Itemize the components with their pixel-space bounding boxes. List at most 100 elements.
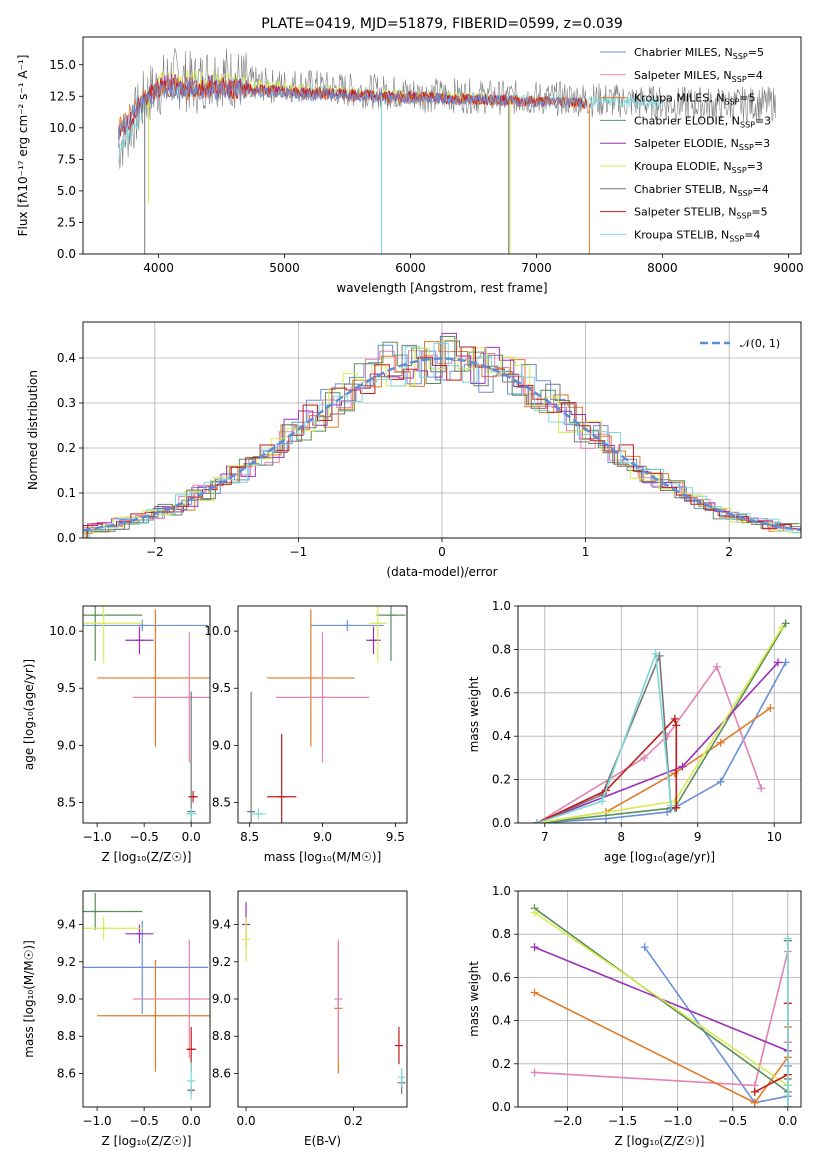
x-tick-label: 9000 xyxy=(773,261,804,275)
x-tick-label: −0.5 xyxy=(718,1114,747,1128)
legend-sub: SSP xyxy=(733,52,748,61)
x-axis-label: mass [log₁₀(M/M☉)] xyxy=(264,850,382,864)
x-axis-label: E(B-V) xyxy=(304,1134,341,1148)
weight-marker-kroupa_stelib xyxy=(783,1103,792,1107)
legend-label-kroupa_elodie: Kroupa ELODIE, NSSP=3 xyxy=(634,160,763,175)
weight-marker-kroupa_miles xyxy=(670,769,679,778)
x-axis-label: Z [log₁₀(Z/Z☉)] xyxy=(102,1134,192,1148)
x-tick-label: 5000 xyxy=(269,261,300,275)
plot-background xyxy=(518,606,801,823)
x-tick-label: −2 xyxy=(146,545,164,559)
y-axis-label: age [log₁₀(age/yr)] xyxy=(22,659,36,770)
plot-area xyxy=(242,902,406,1094)
legend-sub: SSP xyxy=(729,234,744,243)
y-axis-label: Flux [fλ10⁻¹⁷ erg cm⁻² s⁻¹ A⁻¹] xyxy=(16,55,30,237)
weight-marker-kroupa_miles xyxy=(716,738,725,747)
panel-mass_vs_Z: −1.0 −0.5 0.0 8.6 8.8 9.0 9.2 9.4 Z [log₁₀(Z/Z☉)… xyxy=(22,890,211,1148)
weight-marker-salpeter_stelib xyxy=(750,1087,759,1096)
legend-sub: SSP xyxy=(724,98,739,107)
x-tick-label: −0.5 xyxy=(130,830,159,844)
legend-prefix: Kroupa MILES, N xyxy=(634,92,724,105)
x-tick-label: 0 xyxy=(438,545,446,559)
axes-frame xyxy=(82,36,802,255)
chart-title: PLATE=0419, MJD=51879, FIBERID=0599, z=0… xyxy=(261,16,623,32)
weight-marker-chabrier_miles xyxy=(781,658,790,667)
legend-label-chabrier_stelib: Chabrier STELIB, NSSP=4 xyxy=(634,183,769,198)
y-tick-label: 7.5 xyxy=(57,152,76,166)
weight-marker-salpeter_stelib xyxy=(670,714,679,723)
legend-prefix: Salpeter MILES, N xyxy=(634,69,732,82)
x-tick-label: 8000 xyxy=(647,261,678,275)
legend-prefix: Salpeter STELIB, N xyxy=(634,206,736,219)
x-tick-label: 4000 xyxy=(143,261,174,275)
x-tick-label: 6000 xyxy=(395,261,426,275)
weight-marker-salpeter_stelib xyxy=(672,803,681,812)
axes-frame xyxy=(82,890,211,1108)
y-tick-label: 1.0 xyxy=(492,884,511,898)
panel-weight_vs_age: 7 8 9 10 0.0 0.2 0.4 0.6 0.8 1.0 age [log₁₀(age/yr… xyxy=(467,599,802,864)
weight-marker-salpeter_elodie xyxy=(774,658,783,667)
weight-line-kroupa_elodie xyxy=(534,911,789,1087)
legend-suffix: =5 xyxy=(739,92,755,105)
axes-frame xyxy=(517,890,802,1108)
y-tick-label: 0.0 xyxy=(57,247,76,261)
legend-suffix: =5 xyxy=(751,206,767,219)
y-tick-label: 0.4 xyxy=(492,1014,511,1028)
x-tick-label: −1.5 xyxy=(608,1114,637,1128)
weight-marker-kroupa_stelib xyxy=(783,934,792,943)
x-tick-label: −1.0 xyxy=(663,1114,692,1128)
y-tick-label: 1.0 xyxy=(492,599,511,613)
legend-suffix: =4 xyxy=(744,228,760,241)
plot-area xyxy=(83,892,210,1100)
legend-label-normal: 𝒩(0, 1) xyxy=(740,337,780,350)
x-tick-label: −2.0 xyxy=(553,1114,582,1128)
x-tick-label: 9.0 xyxy=(313,830,332,844)
y-tick-label: 15.0 xyxy=(49,58,76,72)
legend-sub: SSP xyxy=(740,120,755,129)
legend-label-salpeter_elodie: Salpeter ELODIE, NSSP=3 xyxy=(634,137,770,152)
weight-marker-kroupa_elodie xyxy=(670,797,679,806)
legend-label-salpeter_miles: Salpeter MILES, NSSP=4 xyxy=(634,69,763,84)
y-tick-label: 0.2 xyxy=(492,1057,511,1071)
weight-line-kroupa_stelib xyxy=(536,653,672,823)
weight-marker-kroupa_elodie xyxy=(777,623,786,632)
y-tick-label: 2.5 xyxy=(57,215,76,229)
legend-sub: SSP xyxy=(736,212,751,221)
plot-area xyxy=(83,606,210,823)
y-tick-label: 10.0 xyxy=(49,121,76,135)
legend-prefix: Chabrier ELODIE, N xyxy=(634,114,740,127)
weight-marker-salpeter_miles xyxy=(640,753,649,762)
plot-area xyxy=(533,619,790,823)
x-tick-label: 7 xyxy=(541,830,549,844)
x-tick-label: 8.5 xyxy=(240,830,259,844)
weight-marker-kroupa_miles xyxy=(750,1098,759,1107)
y-tick-label: 9.0 xyxy=(212,738,231,752)
y-axis-label: Normed distribution xyxy=(26,370,40,490)
x-tick-label: 0.0 xyxy=(237,1114,256,1128)
x-tick-label: 9 xyxy=(694,830,702,844)
y-tick-label: 0.6 xyxy=(492,970,511,984)
legend-prefix: Kroupa ELODIE, N xyxy=(634,160,732,173)
y-axis-label: mass [log₁₀(M/M☉)] xyxy=(22,940,36,1058)
x-tick-label: 10 xyxy=(767,830,782,844)
y-tick-label: 9.2 xyxy=(212,955,231,969)
y-tick-label: 8.6 xyxy=(212,1066,231,1080)
axes-frame xyxy=(237,890,408,1108)
panel-weight_vs_Z: −2.0 −1.5 −1.0 −0.5 0.0 0.0 0.2 0.4 0.6 0.8 1.0 Z [… xyxy=(467,884,802,1148)
plot-area xyxy=(117,48,777,254)
y-tick-label: 12.5 xyxy=(49,89,76,103)
legend: 𝒩(0, 1) xyxy=(700,337,780,350)
y-tick-label: 9.4 xyxy=(57,918,76,932)
weight-marker-kroupa_miles xyxy=(766,703,775,712)
y-tick-label: 0.0 xyxy=(492,1100,511,1114)
y-tick-label: 0.8 xyxy=(492,642,511,656)
x-tick-label: 0.0 xyxy=(182,830,201,844)
weight-marker-kroupa_stelib xyxy=(783,1081,792,1090)
weight-marker-chabrier_elodie xyxy=(781,619,790,628)
y-tick-label: 0.2 xyxy=(57,441,76,455)
weight-marker-kroupa_stelib xyxy=(666,801,675,810)
weight-marker-chabrier_miles xyxy=(640,943,649,952)
x-axis-label: (data-model)/error xyxy=(386,565,497,579)
